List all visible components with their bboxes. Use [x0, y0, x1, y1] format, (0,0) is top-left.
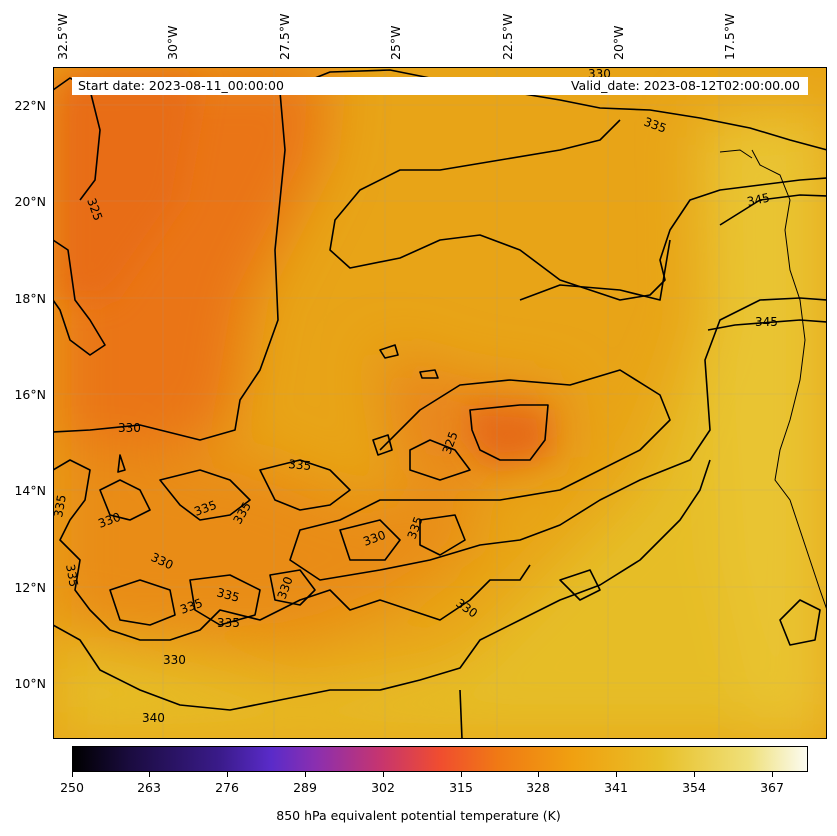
colorbar-label: 250 [60, 780, 84, 795]
colorbar-tick [694, 772, 695, 777]
contour-blob-6 [559, 569, 601, 601]
lon-label-32-5w: 32.5°W [55, 13, 70, 60]
contour-335-blob-5 [419, 514, 466, 556]
lat-label-14n: 14°N [14, 483, 46, 498]
contour-330-west [54, 91, 286, 441]
colorbar-label: 367 [760, 780, 784, 795]
contour-330-blob-1 [109, 579, 176, 626]
colorbar-title: 850 hPa equivalent potential temperature… [276, 808, 561, 823]
colorbar-tick [305, 772, 306, 777]
contours [54, 69, 826, 738]
contour-label: 335 [288, 457, 312, 473]
colorbar-tick [772, 772, 773, 777]
contour-340-south-tail [459, 689, 463, 738]
contour-325-north [54, 77, 101, 201]
colorbar-tick [461, 772, 462, 777]
contour-label: 345 [755, 315, 778, 329]
lon-label-20w: 20°W [611, 25, 626, 60]
contour-325-west [54, 239, 106, 356]
lat-label-10n: 10°N [14, 676, 46, 691]
coastline [719, 149, 826, 609]
colorbar-label: 263 [137, 780, 161, 795]
contour-island-3 [372, 434, 393, 456]
contour-335-blob-3 [259, 459, 351, 511]
africa-coastline [751, 149, 826, 609]
contour-label: 345 [746, 190, 771, 208]
map-header-bar: Start date: 2023-08-11_00:00:00 Valid_da… [72, 77, 808, 95]
contour-island-2 [419, 369, 439, 379]
contour-330-blob-3 [339, 519, 401, 561]
contour-island-1 [379, 344, 399, 359]
contour-east-coast-blob [779, 599, 821, 646]
contour-335-blob-1 [99, 479, 151, 521]
lat-label-16n: 16°N [14, 387, 46, 402]
lat-label-20n: 20°N [14, 194, 46, 209]
colorbar-tick [227, 772, 228, 777]
lat-label-12n: 12°N [14, 580, 46, 595]
contour-335-blob-2 [159, 469, 251, 521]
lon-label-27-5w: 27.5°W [277, 13, 292, 60]
contour-label: 330 [118, 421, 141, 435]
lon-label-30w: 30°W [165, 25, 180, 60]
contour-330-blob-2 [269, 569, 316, 606]
colorbar-label: 328 [526, 780, 550, 795]
map-canvas: 325 330 330 330 330 330 330 330 335 335 … [53, 68, 826, 738]
coast-north [719, 149, 753, 159]
contour-330-south-a [54, 459, 531, 641]
valid-date-text: Valid_date: 2023-08-12T02:00:00.00 [570, 78, 800, 93]
contour-335-blob-4 [189, 574, 261, 626]
colorbar-label: 354 [682, 780, 706, 795]
map-panel[interactable]: 325 330 330 330 330 330 330 330 335 335 … [53, 67, 827, 739]
colorbar-label: 276 [215, 780, 239, 795]
contour-island-4 [117, 454, 126, 473]
lon-label-22-5w: 22.5°W [500, 13, 515, 60]
colorbar [72, 746, 808, 772]
contour-label: 335 [217, 616, 240, 630]
contour-label: 330 [163, 653, 186, 667]
contour-335-arc [519, 239, 671, 301]
colorbar-tick [538, 772, 539, 777]
contour-label: 335 [53, 494, 69, 519]
lat-label-18n: 18°N [14, 291, 46, 306]
colorbar-label: 302 [371, 780, 395, 795]
contour-325-hotspot [469, 404, 549, 461]
colorbar-label: 289 [293, 780, 317, 795]
contour-340-south [54, 459, 711, 711]
colorbar-tick [383, 772, 384, 777]
graticule [54, 68, 826, 738]
lon-label-17-5w: 17.5°W [722, 13, 737, 60]
colorbar-tick [149, 772, 150, 777]
colorbar-tick [616, 772, 617, 777]
field-hot-spots [60, 80, 550, 465]
contour-labels: 325 330 330 330 330 330 330 330 335 335 … [53, 68, 778, 725]
contour-345-mid [707, 319, 826, 331]
contour-335-east [289, 297, 826, 581]
colorbar-tick [72, 772, 73, 777]
colorbar-label: 341 [604, 780, 628, 795]
contour-label: 335 [63, 563, 81, 588]
lat-label-22n: 22°N [14, 98, 46, 113]
lon-label-25w: 25°W [388, 25, 403, 60]
contour-label: 340 [142, 711, 165, 725]
contour-345-north [719, 194, 826, 226]
colorbar-label: 315 [449, 780, 473, 795]
start-date-text: Start date: 2023-08-11_00:00:00 [78, 78, 284, 93]
contour-label: 335 [215, 585, 241, 604]
contour-330-hotspot-west [409, 439, 471, 481]
contour-335-north [329, 119, 826, 301]
contour-330-north [279, 69, 826, 151]
